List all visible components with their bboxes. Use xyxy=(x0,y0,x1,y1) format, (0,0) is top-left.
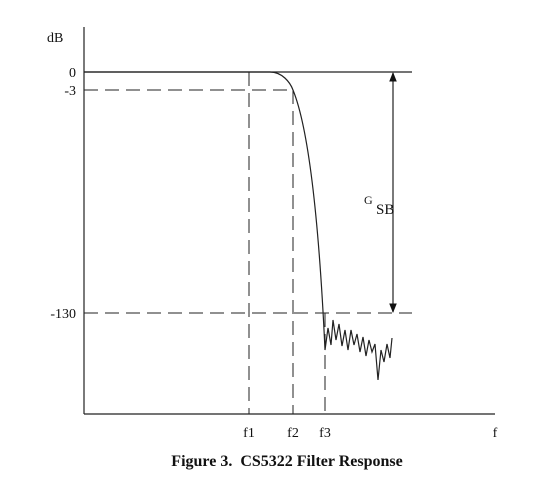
y-axis-label: dB xyxy=(47,31,63,46)
gain-subscript: SB xyxy=(376,202,394,218)
x-axis-label: f xyxy=(493,426,498,441)
caption: Figure 3. CS5322 Filter Response xyxy=(171,453,402,470)
frequency-label: f1 xyxy=(243,426,255,441)
gain-label: G xyxy=(364,193,373,207)
frequency-label: f2 xyxy=(287,426,299,441)
level-label: 0 xyxy=(69,66,76,81)
level-label: -3 xyxy=(64,84,76,99)
level-label: -130 xyxy=(50,307,76,322)
frequency-label: f3 xyxy=(319,426,331,441)
response-curve xyxy=(84,71,393,381)
